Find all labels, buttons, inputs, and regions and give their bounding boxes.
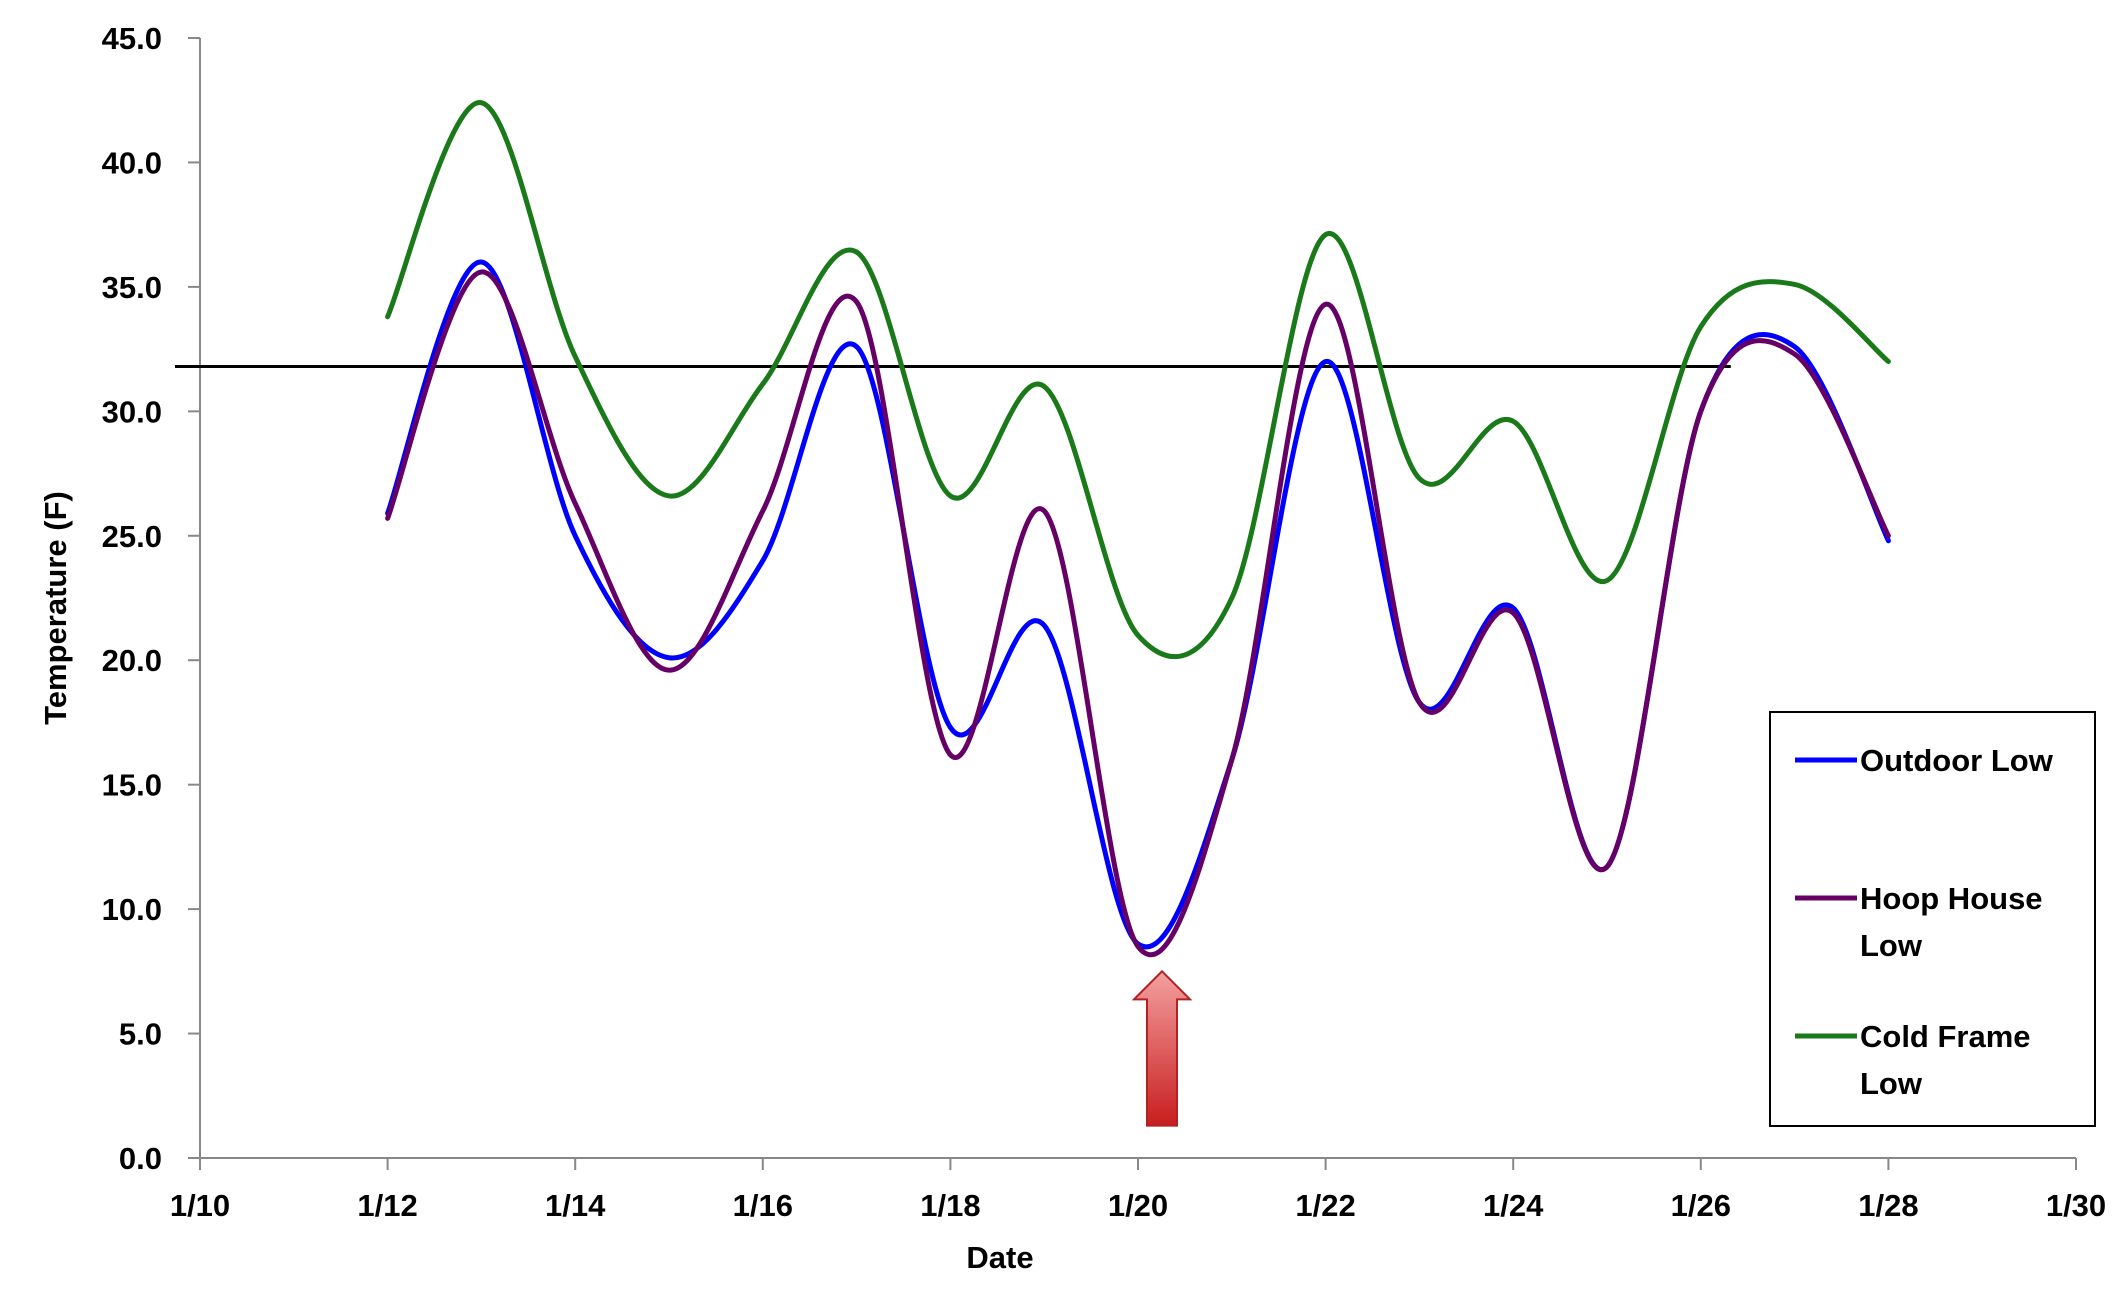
y-tick-label: 35.0	[102, 270, 162, 305]
x-tick-label: 1/26	[1671, 1188, 1731, 1223]
y-tick-label: 0.0	[119, 1141, 162, 1176]
x-tick-label: 1/16	[733, 1188, 793, 1223]
y-tick-label: 5.0	[119, 1017, 162, 1052]
up-arrow-annotation	[1131, 969, 1193, 1127]
x-axis-title: Date	[966, 1240, 1033, 1275]
y-axis-title: Temperature (F)	[38, 491, 73, 725]
x-tick-label: 1/18	[920, 1188, 980, 1223]
y-tick-label: 25.0	[102, 519, 162, 554]
x-tick-label: 1/12	[357, 1188, 417, 1223]
legend-label-cold-frame-low: Cold Frame Low	[1860, 1019, 2031, 1101]
y-tick-label: 40.0	[102, 145, 162, 180]
x-tick-label: 1/22	[1295, 1188, 1355, 1223]
series-line-hoop-house-low	[385, 269, 1891, 958]
x-tick-label: 1/20	[1108, 1188, 1168, 1223]
x-tick-label: 1/10	[170, 1188, 230, 1223]
x-tick-label: 1/14	[545, 1188, 606, 1223]
legend: Outdoor Low Hoop House Low Cold Frame Low	[1769, 711, 2096, 1127]
legend-box	[1769, 711, 2096, 1127]
x-tick-label: 1/28	[1858, 1188, 1918, 1223]
series-layer	[385, 100, 1891, 958]
annotation-layer	[1131, 969, 1193, 1127]
y-tick-label: 45.0	[102, 21, 162, 56]
y-tick-label: 30.0	[102, 394, 162, 429]
y-tick-label: 10.0	[102, 892, 162, 927]
legend-label-outdoor-low: Outdoor Low	[1860, 743, 2054, 778]
x-axis: 1/10 1/12 1/14 1/16 1/18 1/20 1/22 1/24 1/26 1/28…	[170, 1157, 2106, 1223]
y-tick-label: 20.0	[102, 643, 162, 678]
x-tick-label: 1/24	[1483, 1188, 1544, 1223]
series-line-cold-frame-low	[385, 100, 1891, 660]
x-tick-label: 1/30	[2046, 1188, 2106, 1223]
y-tick-label: 15.0	[102, 768, 162, 803]
legend-label-hoop-house-low: Hoop House Low	[1860, 881, 2043, 963]
y-axis: 0.0 5.0 10.0 15.0 20.0 25.0 30.0 35.0 40.0 45.0	[102, 21, 201, 1176]
